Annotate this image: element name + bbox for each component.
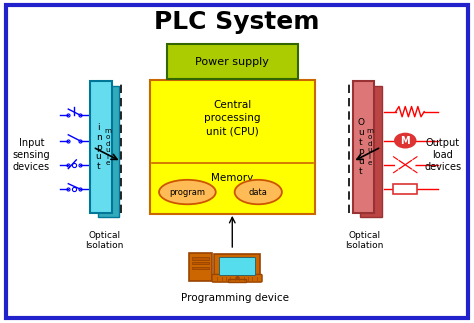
Text: Output
load
devices: Output load devices: [424, 139, 461, 172]
Text: m
o
d
u
l
e: m o d u l e: [366, 128, 374, 166]
FancyBboxPatch shape: [192, 262, 209, 265]
FancyBboxPatch shape: [214, 254, 260, 278]
Ellipse shape: [235, 180, 282, 204]
FancyBboxPatch shape: [360, 86, 382, 217]
FancyBboxPatch shape: [353, 81, 374, 213]
Text: Optical
Isolation: Optical Isolation: [85, 231, 124, 250]
Text: Power supply: Power supply: [195, 57, 269, 67]
FancyBboxPatch shape: [192, 267, 209, 269]
Text: PLC System: PLC System: [154, 10, 320, 34]
FancyBboxPatch shape: [166, 45, 298, 79]
Ellipse shape: [159, 180, 216, 204]
Text: M: M: [401, 136, 410, 146]
Text: Optical
Isolation: Optical Isolation: [346, 231, 384, 250]
Text: Central
processing
unit (CPU): Central processing unit (CPU): [204, 100, 261, 136]
FancyBboxPatch shape: [150, 80, 315, 214]
FancyBboxPatch shape: [189, 253, 212, 281]
FancyBboxPatch shape: [393, 184, 417, 194]
Circle shape: [395, 133, 416, 148]
FancyBboxPatch shape: [91, 81, 112, 213]
FancyBboxPatch shape: [212, 274, 262, 282]
Text: m
o
d
u
l
e: m o d u l e: [104, 128, 111, 166]
FancyBboxPatch shape: [219, 257, 255, 275]
Text: Programming device: Programming device: [181, 293, 289, 303]
FancyBboxPatch shape: [98, 86, 119, 217]
Text: program: program: [169, 188, 205, 197]
Text: Input
sensing
devices: Input sensing devices: [13, 139, 50, 172]
FancyBboxPatch shape: [228, 279, 246, 282]
Text: data: data: [249, 188, 268, 197]
Text: i
n
p
u
t: i n p u t: [96, 123, 101, 171]
Text: Memory: Memory: [211, 173, 254, 183]
Circle shape: [396, 158, 415, 171]
FancyBboxPatch shape: [6, 5, 468, 318]
FancyBboxPatch shape: [192, 257, 209, 260]
Text: O
u
t
p
u
t: O u t p u t: [357, 118, 365, 176]
